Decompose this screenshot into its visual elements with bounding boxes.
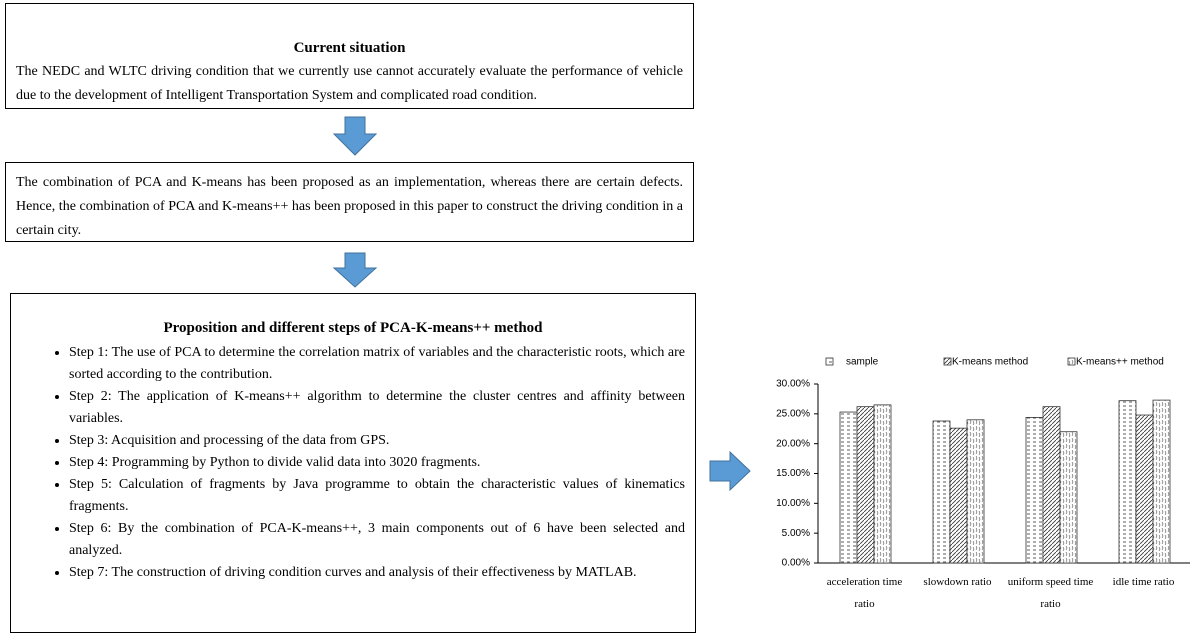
- legend-label: K-means++ method: [1076, 357, 1164, 368]
- bar: [1042, 406, 1061, 564]
- bar: [1135, 414, 1154, 564]
- legend-swatch: [943, 357, 952, 366]
- bar-hatch: [1136, 415, 1153, 563]
- step: Step 2: The application of K-means++ alg…: [69, 386, 685, 430]
- chart: 0.00% 5.00% 10.00% 15.00% 20.00% 25.00% 30.00%…: [776, 357, 1190, 569]
- bar-hatch: [950, 428, 967, 563]
- legend-label: K-means method: [952, 357, 1028, 368]
- arrow-down: [332, 116, 378, 156]
- y-tick-label: 25.00%: [776, 408, 810, 419]
- y-tick-label: 15.00%: [776, 468, 810, 479]
- bar-hatch: [1119, 400, 1136, 563]
- box-proposal: The combination of PCA and K-means has b…: [5, 162, 694, 242]
- bar-hatch: [1060, 431, 1077, 563]
- arrow-down: [332, 252, 378, 288]
- box-current: Current situation The NEDC and WLTC driv…: [5, 3, 694, 109]
- box-text: The NEDC and WLTC driving condition that…: [16, 64, 683, 103]
- bar: [932, 420, 951, 564]
- bar: [839, 411, 858, 564]
- box-title: Proposition and different steps of PCA-K…: [163, 320, 543, 336]
- bar: [1118, 400, 1137, 564]
- bar: [1152, 399, 1171, 564]
- bar: [856, 406, 875, 564]
- bar-hatch: [933, 420, 950, 563]
- step: Step 6: By the combination of PCA-K-mean…: [69, 518, 685, 562]
- bar-hatch: [967, 419, 984, 563]
- x-tick-label: slowdown ratio: [923, 576, 992, 588]
- bar: [966, 419, 985, 564]
- y-tick-label: 30.00%: [776, 379, 810, 390]
- bar-hatch: [1153, 400, 1170, 563]
- box-title: Current situation: [293, 40, 406, 56]
- bar-hatch: [874, 404, 891, 563]
- step: Step 3: Acquisition and processing of th…: [69, 430, 685, 452]
- legend-swatch: [825, 357, 834, 366]
- step: Step 1: The use of PCA to determine the …: [69, 342, 685, 386]
- step: Step 7: The construction of driving cond…: [69, 562, 685, 584]
- bar-hatch: [1043, 406, 1060, 563]
- box-text: The combination of PCA and K-means has b…: [16, 175, 683, 238]
- arrow-right: [709, 450, 751, 492]
- step: Step 5: Calculation of fragments by Java…: [69, 474, 685, 518]
- bar: [1059, 431, 1078, 564]
- box-steps: Proposition and different steps of PCA-K…: [10, 293, 696, 633]
- y-tick-label: 0.00%: [782, 558, 810, 569]
- y-tick-label: 20.00%: [776, 438, 810, 449]
- bar: [1025, 417, 1044, 564]
- bar-hatch: [840, 412, 857, 563]
- legend-swatch: [1067, 357, 1076, 366]
- bar: [873, 404, 892, 564]
- bar-hatch: [857, 406, 874, 563]
- y-tick-label: 5.00%: [782, 528, 810, 539]
- step: Step 4: Programming by Python to divide …: [69, 452, 685, 474]
- x-tick-label: acceleration time ratio: [826, 576, 903, 610]
- x-tick-label: idle time ratio: [1112, 576, 1175, 588]
- legend-label: sample: [846, 357, 879, 368]
- x-tick-label: uniform speed time ratio: [1007, 576, 1094, 610]
- step-list: Step 1: The use of PCA to determine the …: [21, 342, 685, 584]
- y-tick-label: 10.00%: [776, 498, 810, 509]
- bar-hatch: [1026, 417, 1043, 563]
- bar: [949, 427, 968, 564]
